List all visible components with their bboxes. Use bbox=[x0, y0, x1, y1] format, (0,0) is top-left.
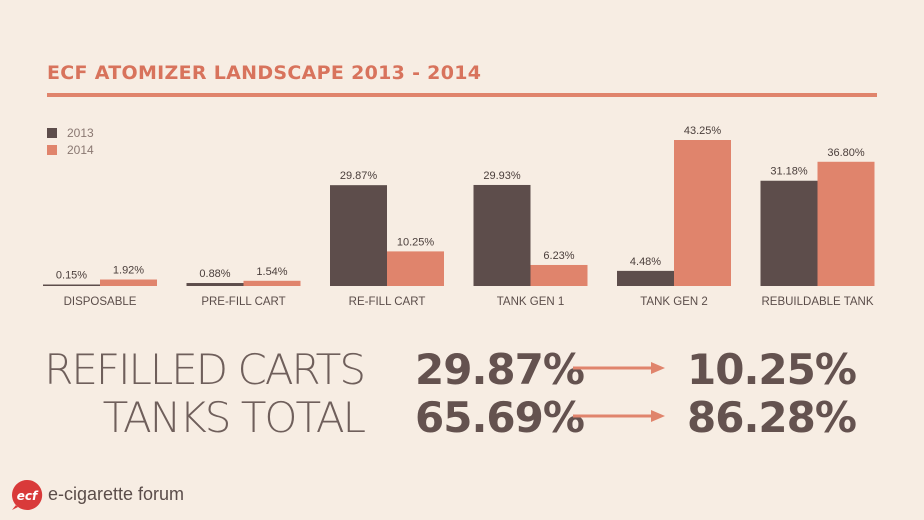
legend-label-2013: 2013 bbox=[67, 125, 94, 140]
summary-label-refilled-carts: REFILLED CARTS bbox=[44, 345, 366, 394]
legend-label-2014: 2014 bbox=[67, 142, 94, 157]
summary-from-tanks-total: 65.69% bbox=[415, 393, 585, 442]
data-label-2014-disposable: 1.92% bbox=[113, 265, 144, 277]
category-label: PRE-FILL CART bbox=[201, 296, 285, 308]
data-label-2014-rebuildable-tank: 36.80% bbox=[827, 147, 865, 159]
svg-text:ecf: ecf bbox=[17, 489, 39, 503]
ecf-logo-icon: ecf bbox=[11, 479, 43, 510]
chart-title: ECF ATOMIZER LANDSCAPE 2013 - 2014 bbox=[47, 62, 482, 84]
bar-chart: 0.15% 1.92% DISPOSABLE 0.88% 1.54% PRE-FILL C… bbox=[43, 125, 875, 308]
arrow-icon bbox=[573, 410, 665, 422]
bar-2013-pre-fill-cart bbox=[186, 283, 244, 286]
summary-label-tanks-total: TANKS TOTAL bbox=[102, 393, 366, 442]
summary-from-refilled-carts: 29.87% bbox=[415, 345, 585, 394]
data-label-2013-tank-gen-1: 29.93% bbox=[483, 170, 521, 182]
category-label: REBUILDABLE TANK bbox=[761, 296, 873, 308]
data-label-2014-re-fill-cart: 10.25% bbox=[397, 236, 435, 248]
data-label-2013-tank-gen-2: 4.48% bbox=[630, 256, 661, 268]
category-label: RE-FILL CART bbox=[349, 296, 426, 308]
title-rule bbox=[47, 93, 877, 97]
bar-2013-tank-gen-1 bbox=[473, 184, 531, 286]
data-label-2014-tank-gen-2: 43.25% bbox=[684, 125, 722, 137]
brand-name: e-cigarette forum bbox=[48, 484, 185, 504]
legend-item-2014: 2014 bbox=[47, 141, 94, 158]
data-label-2013-disposable: 0.15% bbox=[56, 270, 87, 282]
legend-swatch-2013 bbox=[47, 127, 57, 138]
data-label-2013-re-fill-cart: 29.87% bbox=[340, 170, 378, 182]
bar-2013-re-fill-cart bbox=[330, 185, 387, 286]
data-label-2013-pre-fill-cart: 0.88% bbox=[199, 268, 230, 280]
bar-2014-tank-gen-1 bbox=[530, 264, 588, 286]
bar-2013-rebuildable-tank bbox=[760, 180, 818, 286]
legend: 2013 2014 bbox=[47, 124, 94, 158]
bar-2014-pre-fill-cart bbox=[243, 280, 301, 286]
category-label: DISPOSABLE bbox=[64, 296, 137, 308]
data-label-2014-tank-gen-1: 6.23% bbox=[543, 250, 574, 262]
summary-to-tanks-total: 86.28% bbox=[687, 393, 857, 442]
category-label: TANK GEN 2 bbox=[640, 296, 708, 308]
data-label-2014-pre-fill-cart: 1.54% bbox=[256, 266, 287, 278]
category-label: TANK GEN 1 bbox=[497, 296, 565, 308]
bar-2013-tank-gen-2 bbox=[617, 270, 674, 286]
arrow-icon bbox=[573, 362, 665, 374]
bar-2014-rebuildable-tank bbox=[817, 161, 875, 286]
bar-2014-re-fill-cart bbox=[387, 251, 444, 286]
summary-to-refilled-carts: 10.25% bbox=[687, 345, 857, 394]
legend-swatch-2014 bbox=[47, 144, 57, 155]
data-label-2013-rebuildable-tank: 31.18% bbox=[770, 166, 808, 178]
bar-2013-disposable bbox=[43, 284, 100, 286]
bar-2014-disposable bbox=[100, 279, 157, 286]
legend-item-2013: 2013 bbox=[47, 124, 94, 141]
bar-2014-tank-gen-2 bbox=[674, 140, 731, 286]
